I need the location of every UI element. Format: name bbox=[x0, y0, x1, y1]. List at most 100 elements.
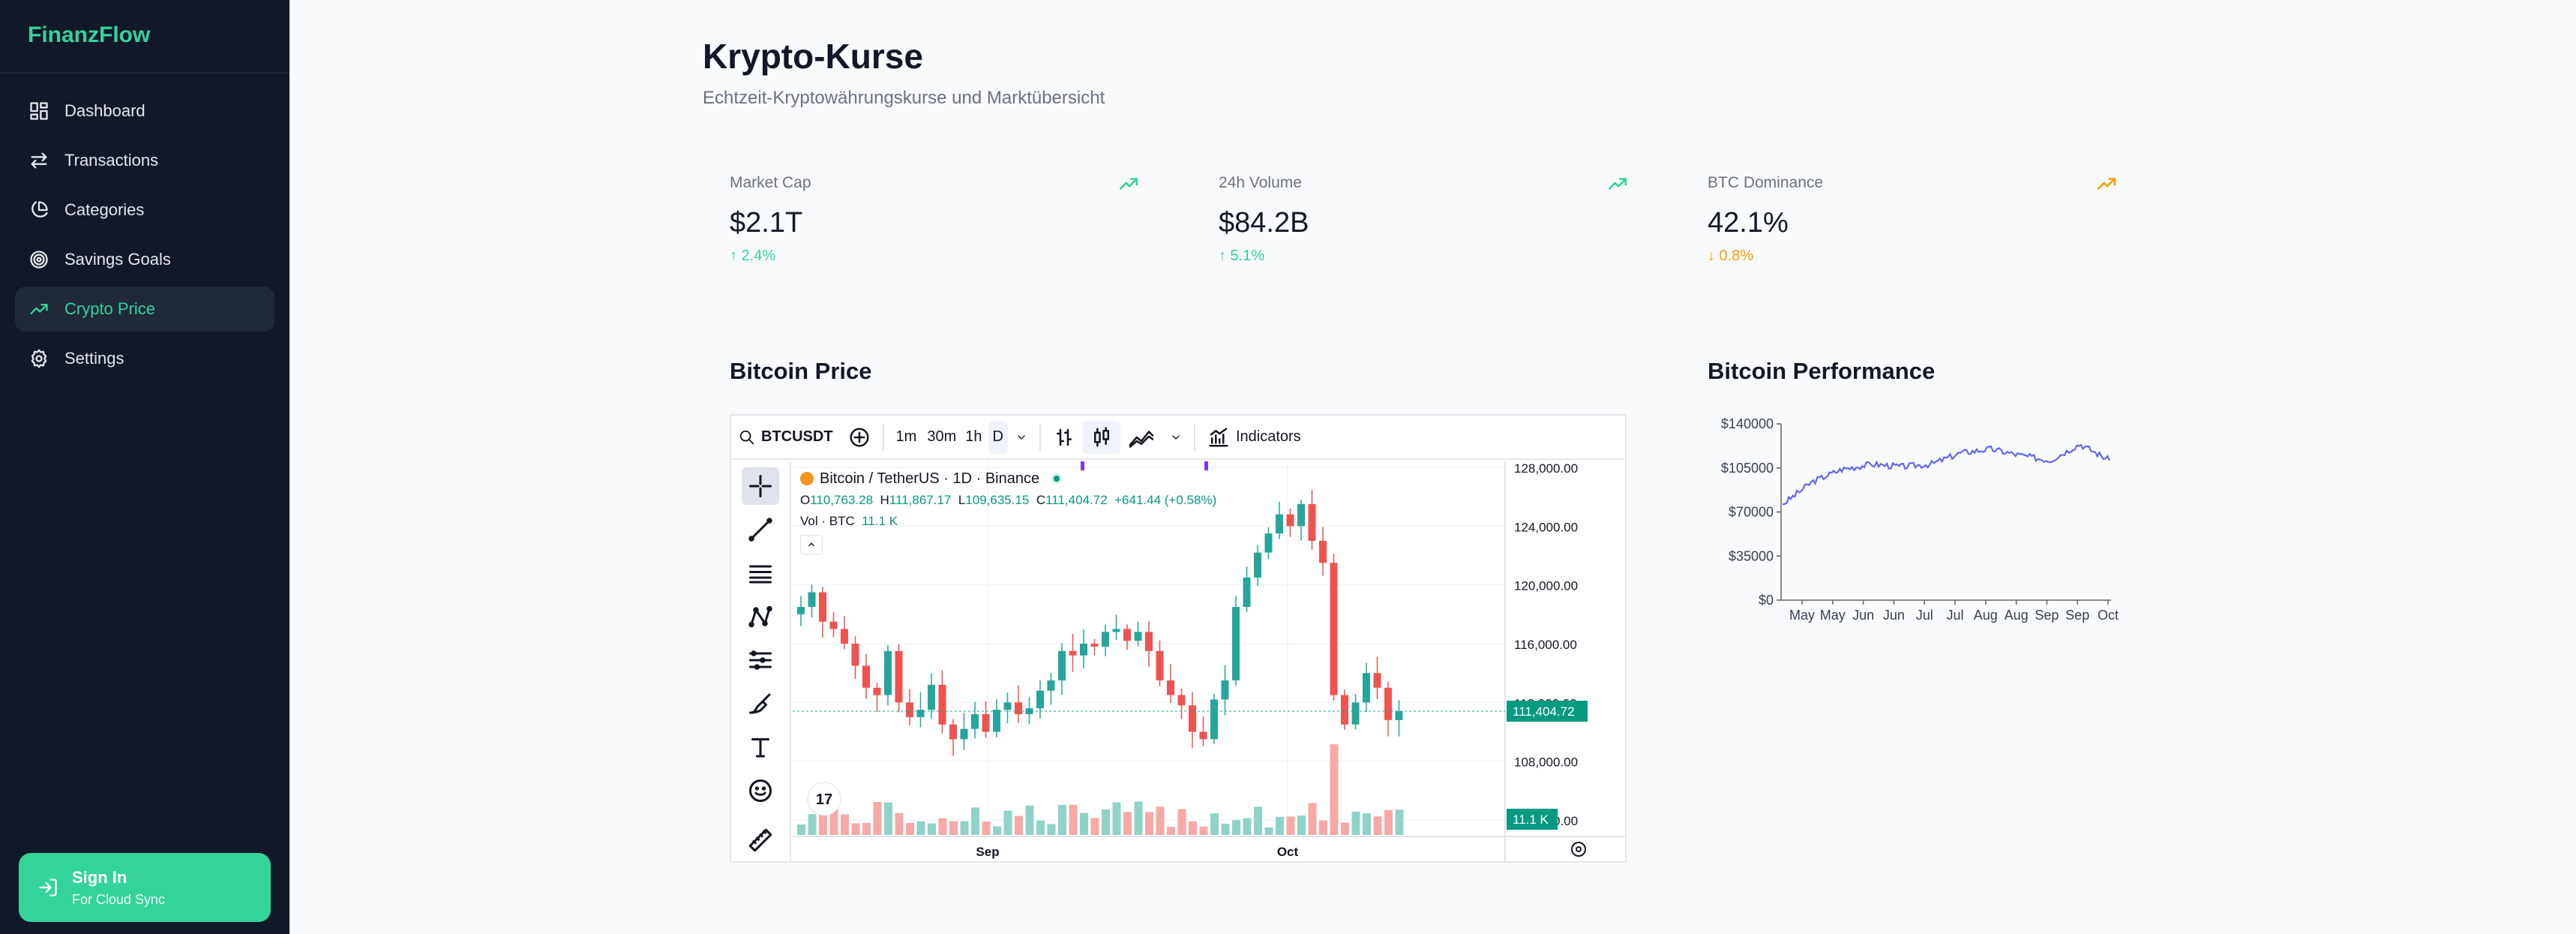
sidebar-item-label: Savings Goals bbox=[64, 250, 171, 269]
candle bbox=[1036, 690, 1044, 709]
candle bbox=[1286, 514, 1294, 527]
stat-label: BTC Dominance bbox=[1708, 174, 1824, 191]
volume-bar bbox=[884, 802, 892, 835]
volume-label: Vol · BTC bbox=[800, 514, 855, 528]
app-logo[interactable]: FinanzFlow bbox=[28, 23, 151, 47]
volume-bar bbox=[1341, 822, 1349, 835]
sidebar-item-crypto-price[interactable]: Crypto Price bbox=[15, 287, 274, 332]
symbol-search[interactable]: BTCUSDT bbox=[731, 415, 841, 459]
candle bbox=[1351, 702, 1360, 725]
candle bbox=[949, 724, 957, 740]
tradingview-widget[interactable]: BTCUSDT 1m 30m 1h D Indicators bbox=[730, 414, 1627, 863]
sidebar-item-label: Transactions bbox=[64, 151, 159, 170]
tradingview-logo[interactable]: 17 bbox=[807, 782, 841, 816]
chevron-down-icon bbox=[1172, 434, 1180, 440]
volume-bar bbox=[1025, 805, 1034, 835]
volume-bar bbox=[1384, 809, 1393, 835]
trending-up-icon bbox=[1608, 178, 1627, 190]
volume-bar bbox=[862, 822, 871, 835]
volume-bar bbox=[1177, 809, 1186, 835]
divider bbox=[1193, 423, 1195, 451]
candle bbox=[993, 710, 1000, 732]
candle bbox=[1156, 650, 1164, 680]
candlestick-svg[interactable]: 128,000.00 124,000.00 120,000.00 116,000.00… bbox=[793, 460, 1625, 863]
emoji-tool[interactable] bbox=[742, 772, 779, 809]
prediction-tool[interactable] bbox=[742, 641, 779, 679]
pattern-tool[interactable] bbox=[742, 598, 779, 635]
stat-label: 24h Volume bbox=[1219, 174, 1302, 191]
volume-bar bbox=[895, 812, 904, 835]
brush-tool[interactable] bbox=[742, 685, 779, 722]
sidebar-item-transactions[interactable]: Transactions bbox=[15, 138, 274, 183]
volume-bar bbox=[1264, 827, 1273, 835]
chevron-up-icon bbox=[808, 542, 815, 547]
sign-in-button[interactable]: Sign In For Cloud Sync bbox=[19, 853, 271, 922]
last-price-badge bbox=[1507, 700, 1588, 722]
candle bbox=[829, 621, 838, 629]
candles-style-button[interactable] bbox=[1082, 420, 1120, 454]
chart-settings-icon[interactable] bbox=[1571, 842, 1586, 857]
high-value: 111,867.17 bbox=[889, 493, 952, 507]
x-tick-label: Jun bbox=[1883, 608, 1905, 623]
candle bbox=[1123, 629, 1131, 641]
sign-in-subtitle: For Cloud Sync bbox=[72, 891, 166, 907]
close-value: 111,404.72 bbox=[1045, 493, 1108, 507]
volume-bar bbox=[1156, 806, 1165, 835]
ruler-tool[interactable] bbox=[742, 821, 779, 859]
low-value: 109,635.15 bbox=[965, 493, 1030, 507]
volume-bar bbox=[1123, 812, 1132, 835]
interval-1m[interactable]: 1m bbox=[895, 428, 917, 445]
volume-bar bbox=[1199, 826, 1208, 835]
volume-bar bbox=[1319, 820, 1327, 835]
y-tick-label: $70000 bbox=[1729, 505, 1774, 520]
candle bbox=[1003, 702, 1012, 710]
volume-bar bbox=[1102, 809, 1110, 835]
volume-bar bbox=[1395, 809, 1404, 835]
stat-value: $2.1T bbox=[730, 207, 803, 239]
event-marker[interactable] bbox=[1204, 460, 1208, 470]
candle bbox=[873, 687, 881, 695]
compare-symbol-button[interactable] bbox=[841, 415, 878, 459]
x-tick-label: Sep bbox=[2065, 608, 2089, 623]
sidebar-item-categories[interactable]: Categories bbox=[15, 188, 274, 233]
time-tick-label: Oct bbox=[1277, 845, 1299, 859]
sidebar-item-settings[interactable]: Settings bbox=[15, 336, 274, 381]
price-tick-label: 120,000.00 bbox=[1514, 579, 1578, 593]
event-marker[interactable] bbox=[1081, 460, 1084, 470]
open-label: O bbox=[800, 493, 811, 507]
candlestick-chart[interactable]: 128,000.00 124,000.00 120,000.00 116,000.00… bbox=[793, 460, 1625, 863]
login-icon bbox=[39, 878, 57, 896]
volume-bar bbox=[1069, 804, 1078, 835]
high-label: H bbox=[880, 493, 889, 507]
sidebar-item-savings-goals[interactable]: Savings Goals bbox=[15, 237, 274, 282]
candle bbox=[1090, 644, 1099, 647]
crosshair-tool[interactable] bbox=[742, 467, 779, 505]
interval-d[interactable]: D bbox=[988, 420, 1008, 454]
interval-30m[interactable]: 30m bbox=[927, 428, 957, 445]
search-icon bbox=[739, 430, 754, 444]
collapse-legend-button[interactable] bbox=[800, 535, 823, 554]
price-tick-label: 128,000.00 bbox=[1514, 461, 1578, 476]
text-tool[interactable] bbox=[742, 728, 779, 766]
trend-line-tool[interactable] bbox=[742, 511, 779, 548]
interval-1h[interactable]: 1h bbox=[965, 428, 982, 445]
legend-pair: Bitcoin / TetherUS · 1D · Binance bbox=[820, 470, 1040, 487]
legend-volume: Vol · BTC 11.1 K bbox=[800, 511, 1216, 532]
last-price-label: 111,404.72 bbox=[1513, 704, 1575, 719]
target-icon bbox=[30, 251, 48, 269]
fib-tool[interactable] bbox=[742, 554, 779, 592]
sidebar-item-dashboard[interactable]: Dashboard bbox=[15, 89, 274, 134]
bar-style-button[interactable] bbox=[1045, 415, 1083, 459]
stat-btc-dominance: BTC Dominance 42.1% ↓ 0.8% bbox=[1708, 174, 2116, 272]
trending-up-icon bbox=[2097, 178, 2116, 190]
stat-change: ↑ 2.4% bbox=[730, 248, 776, 264]
page-title: Krypto-Kurse bbox=[703, 37, 923, 76]
volume-bar bbox=[1232, 820, 1240, 835]
x-tick-label: Aug bbox=[1974, 608, 1998, 623]
indicators-button[interactable]: Indicators bbox=[1200, 415, 1309, 459]
area-style-button[interactable] bbox=[1120, 415, 1162, 459]
chart-type-dropdown[interactable] bbox=[1162, 415, 1189, 459]
series-line bbox=[1782, 443, 2110, 506]
interval-dropdown[interactable] bbox=[1008, 415, 1035, 459]
symbol-label: BTCUSDT bbox=[761, 428, 833, 445]
